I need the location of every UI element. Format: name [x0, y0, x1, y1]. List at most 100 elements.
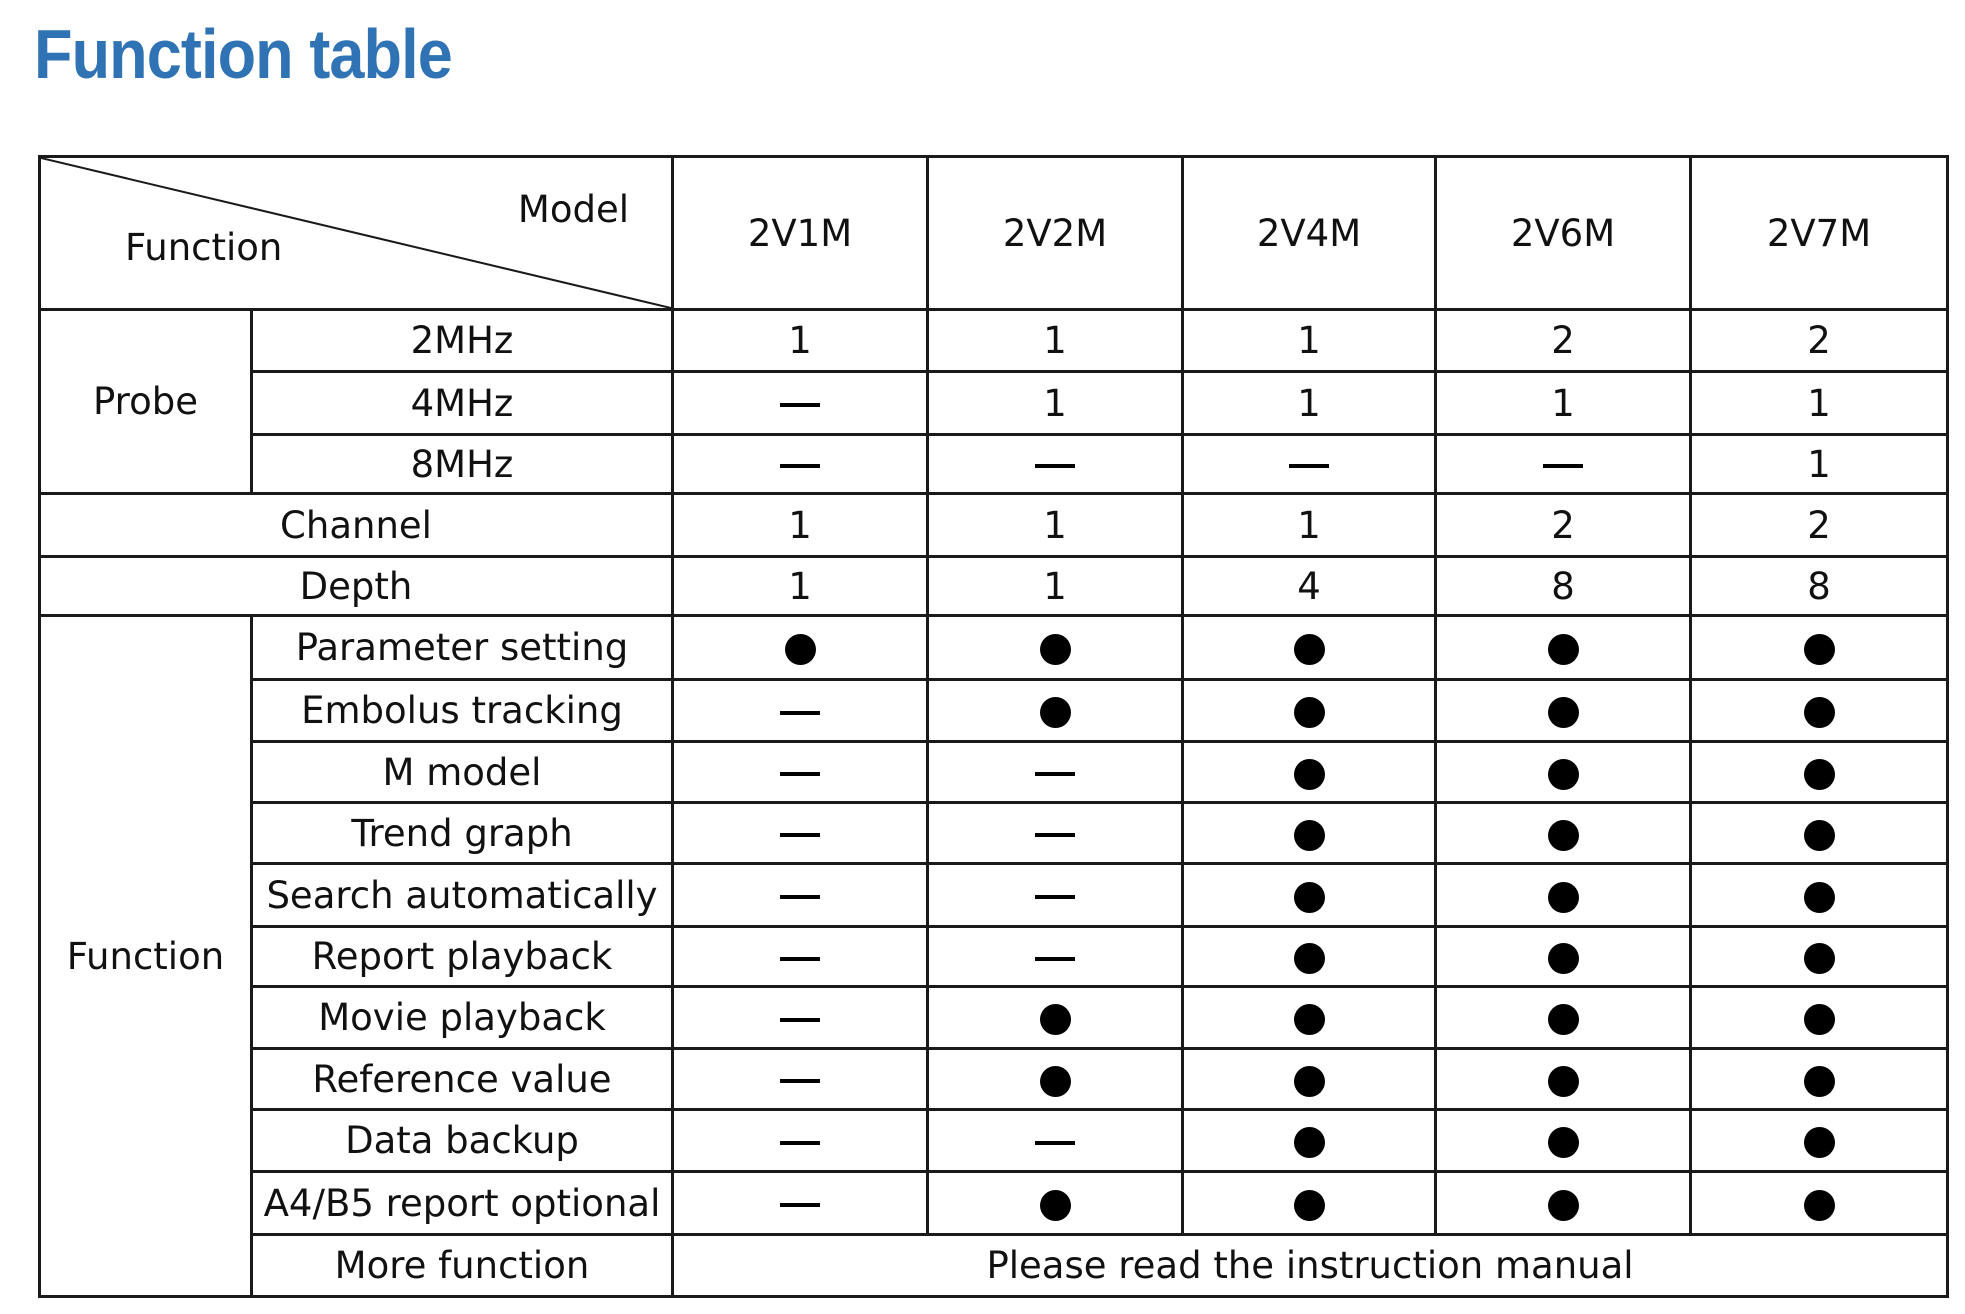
value-cell	[671, 678, 929, 743]
value-cell: 1	[1434, 370, 1692, 436]
model-header: 2V7M	[1689, 155, 1949, 311]
filled-dot-icon	[1547, 1189, 1579, 1221]
value-cell	[671, 1047, 929, 1111]
filled-dot-icon	[1547, 1065, 1579, 1097]
value-cell	[671, 925, 929, 988]
value-cell	[926, 1108, 1184, 1173]
value-cell	[1689, 985, 1949, 1050]
dash-icon	[780, 710, 820, 715]
value-cell	[1181, 1108, 1437, 1173]
value-cell: 1	[671, 555, 929, 617]
filled-dot-icon	[1293, 1065, 1325, 1097]
page-title: Function table	[34, 15, 453, 93]
value-cell	[1434, 433, 1692, 495]
value-cell	[1434, 801, 1692, 865]
row-label: 4MHz	[250, 370, 674, 436]
value-cell: 2	[1434, 492, 1692, 558]
filled-dot-icon	[1293, 881, 1325, 913]
value-cell	[1434, 862, 1692, 928]
value-cell	[671, 614, 929, 681]
row-label: Parameter setting	[250, 614, 674, 681]
value-cell	[1689, 801, 1949, 865]
value-cell: 2	[1689, 492, 1949, 558]
value-cell	[1181, 925, 1437, 988]
table-row: M model	[40, 740, 1949, 804]
filled-dot-icon	[1547, 943, 1579, 974]
table-row: Depth 1 1 4 8 8	[38, 555, 1949, 617]
header-model-label: Model	[517, 188, 629, 231]
value-cell	[1689, 1170, 1949, 1236]
value-cell: 1	[1181, 308, 1437, 373]
value-cell	[926, 985, 1184, 1050]
dash-icon	[780, 1017, 820, 1022]
value-cell	[1689, 925, 1949, 988]
dash-icon	[780, 464, 820, 468]
table-row: Embolus tracking	[40, 678, 1949, 743]
value-cell: 1	[926, 555, 1184, 617]
filled-dot-icon	[1547, 758, 1579, 790]
value-cell	[1181, 985, 1437, 1050]
row-label: 8MHz	[250, 433, 674, 495]
filled-dot-icon	[1803, 1065, 1835, 1097]
value-cell: 1	[1181, 370, 1437, 436]
value-cell	[1181, 433, 1437, 495]
value-cell	[926, 862, 1184, 928]
dash-icon	[780, 1203, 820, 1207]
table-row: Search automatically	[40, 862, 1949, 928]
value-cell	[1181, 740, 1437, 804]
value-cell: 1	[1689, 370, 1949, 436]
filled-dot-icon	[1293, 697, 1325, 728]
probe-group-label: Probe	[38, 308, 253, 495]
table-row: Report playback	[40, 925, 1949, 988]
table-row: 8MHz 1	[40, 433, 1949, 495]
dash-icon	[1035, 895, 1075, 899]
filled-dot-icon	[1547, 1127, 1579, 1158]
value-cell: 4	[1181, 555, 1437, 617]
value-cell	[926, 1170, 1184, 1236]
dash-icon	[1035, 772, 1075, 776]
value-cell	[926, 801, 1184, 865]
value-cell	[1689, 1108, 1949, 1173]
table-row: Movie playback	[40, 985, 1949, 1050]
value-cell: 1	[671, 308, 929, 373]
dash-icon	[780, 895, 820, 899]
value-cell	[1181, 801, 1437, 865]
value-cell: 1	[1689, 433, 1949, 495]
filled-dot-icon	[1803, 943, 1835, 974]
row-label: Report playback	[250, 925, 674, 988]
value-cell	[671, 1170, 929, 1236]
filled-dot-icon	[1803, 819, 1835, 851]
dash-icon	[780, 772, 820, 776]
dash-icon	[780, 1140, 820, 1145]
row-label: Reference value	[250, 1047, 674, 1111]
value-cell	[1181, 678, 1437, 743]
row-label: Depth	[38, 555, 674, 617]
value-cell	[926, 433, 1184, 495]
table-row: A4/B5 report optional	[40, 1170, 1949, 1236]
value-cell	[926, 614, 1184, 681]
row-label: M model	[250, 740, 674, 804]
dash-icon	[1035, 1140, 1075, 1145]
row-label: Embolus tracking	[250, 678, 674, 743]
filled-dot-icon	[1039, 634, 1071, 665]
filled-dot-icon	[784, 634, 816, 665]
value-cell	[1434, 740, 1692, 804]
row-label: A4/B5 report optional	[250, 1170, 674, 1236]
table-row: More function Please read the instruction…	[40, 1233, 1949, 1298]
filled-dot-icon	[1039, 1065, 1071, 1097]
value-cell	[1689, 614, 1949, 681]
value-cell: 1	[926, 492, 1184, 558]
value-cell	[671, 1108, 929, 1173]
filled-dot-icon	[1547, 1004, 1579, 1035]
model-header: 2V2M	[926, 155, 1184, 311]
value-cell: 1	[926, 308, 1184, 373]
value-cell	[1689, 862, 1949, 928]
filled-dot-icon	[1803, 634, 1835, 665]
row-label: Data backup	[250, 1108, 674, 1173]
value-cell	[1434, 1170, 1692, 1236]
value-cell	[671, 740, 929, 804]
filled-dot-icon	[1039, 1004, 1071, 1035]
table-row: Data backup	[40, 1108, 1949, 1173]
value-cell	[1689, 740, 1949, 804]
value-cell	[926, 678, 1184, 743]
